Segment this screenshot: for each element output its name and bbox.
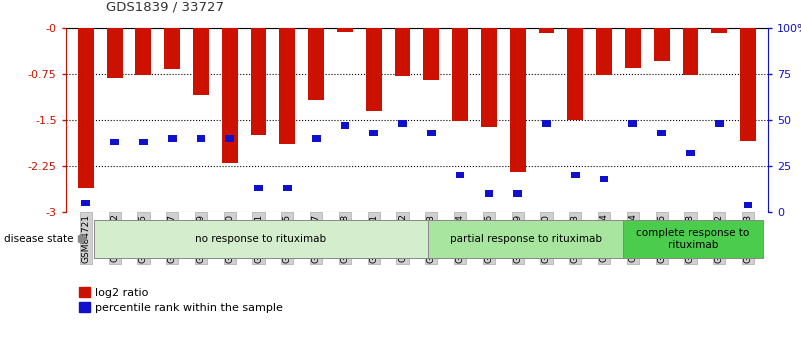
Bar — [424, 28, 439, 80]
Bar — [625, 28, 641, 68]
Bar — [193, 28, 209, 95]
Bar — [513, 190, 522, 197]
Text: disease state: disease state — [4, 234, 74, 244]
Bar — [654, 28, 670, 61]
Bar — [82, 200, 91, 206]
Bar — [222, 28, 238, 163]
Bar — [225, 135, 234, 141]
Bar — [538, 28, 554, 32]
Text: partial response to rituximab: partial response to rituximab — [449, 234, 602, 244]
Bar — [481, 28, 497, 127]
Bar — [398, 120, 407, 127]
Bar — [485, 190, 493, 197]
Bar — [135, 28, 151, 75]
Bar — [682, 28, 698, 75]
Bar — [283, 185, 292, 191]
Text: complete response to
rituximab: complete response to rituximab — [636, 228, 750, 250]
Bar — [196, 135, 205, 141]
Bar — [714, 120, 723, 127]
Bar — [395, 28, 410, 76]
FancyBboxPatch shape — [94, 219, 429, 258]
Bar — [78, 28, 94, 188]
Legend: log2 ratio, percentile rank within the sample: log2 ratio, percentile rank within the s… — [79, 287, 283, 313]
Text: no response to rituximab: no response to rituximab — [195, 234, 327, 244]
Bar — [740, 28, 756, 141]
Bar — [571, 172, 580, 178]
Bar — [107, 28, 123, 78]
Bar — [139, 139, 147, 145]
Bar — [567, 28, 583, 120]
Bar — [509, 28, 525, 172]
Bar — [456, 172, 465, 178]
Bar — [340, 122, 349, 129]
Bar — [366, 28, 381, 111]
FancyBboxPatch shape — [623, 219, 763, 258]
Bar — [251, 28, 267, 135]
Bar — [711, 28, 727, 33]
Bar — [312, 135, 320, 141]
Bar — [308, 28, 324, 100]
Bar — [629, 120, 638, 127]
Bar — [337, 28, 353, 32]
Bar — [542, 120, 551, 127]
Bar — [369, 130, 378, 136]
Bar — [427, 130, 436, 136]
Bar — [111, 139, 119, 145]
Bar — [164, 28, 180, 69]
Bar — [280, 28, 296, 145]
Text: GDS1839 / 33727: GDS1839 / 33727 — [106, 1, 223, 14]
Bar — [168, 135, 176, 141]
Bar — [600, 176, 609, 182]
Bar — [743, 201, 752, 208]
Bar — [596, 28, 612, 75]
FancyBboxPatch shape — [429, 219, 623, 258]
Bar — [254, 185, 263, 191]
Bar — [686, 150, 694, 156]
Bar — [453, 28, 468, 121]
Bar — [658, 130, 666, 136]
